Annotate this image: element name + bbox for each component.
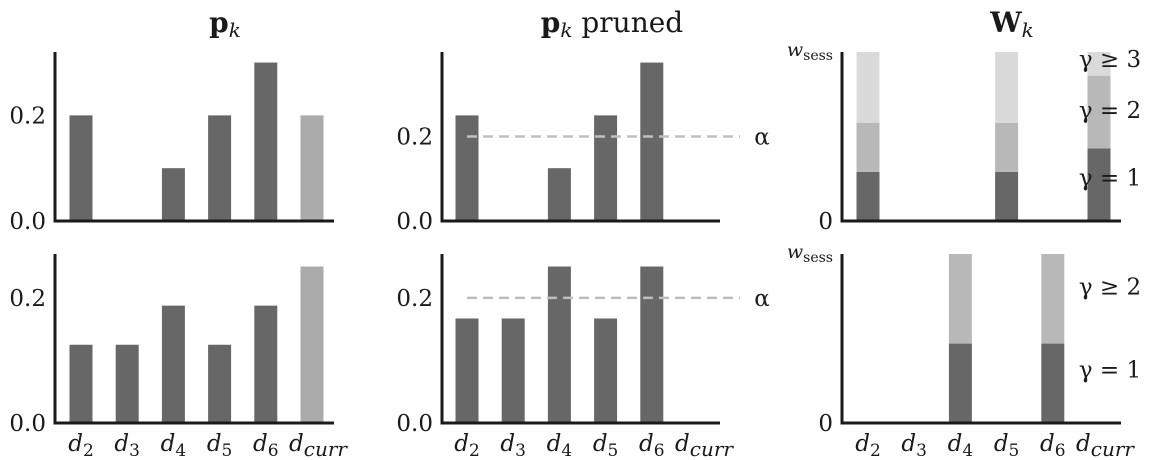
panel-2: pk pruned α 0.0 0.2 [396,6,769,235]
bar [501,318,525,423]
y-tick-label: 0.2 [396,125,433,151]
x-tick-label: d2 [855,431,881,460]
legend-label: γ = 1 [1079,357,1141,383]
legend-label: γ = 2 [1079,98,1141,124]
x-tick-label: dcurr [289,431,348,460]
bar [69,115,93,221]
bar [208,344,232,423]
bar-segment [995,52,1019,123]
bar [115,344,139,423]
bar-segment [1087,52,1111,76]
x-tick-label: d3 [500,431,526,460]
panel-title: pk pruned [541,6,684,42]
bar [254,62,278,221]
x-tick-label: d4 [948,431,974,460]
bar [300,115,324,221]
bar-segment [1087,75,1111,149]
bar-segment [1041,343,1065,423]
y-tick-label: 0 [818,411,833,437]
y-tick-label: 0.2 [396,286,433,312]
x-tick-label: d5 [593,431,619,460]
bar-segment [995,171,1019,221]
bar-segment [948,343,972,423]
bar [161,305,185,423]
bar-segment [856,171,880,221]
y-tick-label: 0.2 [9,103,46,129]
bar-segment [1041,254,1065,344]
bar-segment [856,122,880,172]
panel-6: γ ≥ 2 γ = 1 0 wsess d2 d3 d4 d5 d6 dcurr [787,241,1141,460]
y-tick-label: 0.0 [9,411,46,437]
x-tick-label: dcurr [675,431,734,460]
bar [594,115,618,221]
bar [208,115,232,221]
bar-segment [948,254,972,344]
x-tick-label: d4 [161,431,187,460]
bar [455,318,479,423]
legend-label: γ ≥ 3 [1079,47,1141,73]
panel-title: pk [209,6,241,42]
y-tick-label: wsess [787,39,833,64]
panel-1: pk 0.0 0.2 [9,6,334,235]
x-tick-label: d5 [207,431,233,460]
x-tick-label: dcurr [1076,431,1135,460]
y-tick-label: 0.0 [9,209,46,235]
bar [161,168,185,221]
legend-label: γ = 1 [1079,166,1141,192]
y-tick-label: 0.0 [396,411,433,437]
bar [254,305,278,423]
bar [69,344,93,423]
x-tick-label: d2 [68,431,94,460]
y-tick-label: wsess [787,241,833,266]
bar [640,62,664,221]
x-tick-label: d3 [901,431,927,460]
threshold-label: α [754,125,770,151]
panel-3: Wk γ ≥ 3 γ = 2 γ = 1 0 wsess [787,6,1141,235]
bar-segment [1087,148,1111,221]
x-tick-label: d5 [994,431,1020,460]
y-tick-label: 0.2 [9,286,46,312]
x-tick-label: d4 [547,431,573,460]
panel-4: 0.0 0.2 d2 d3 d4 d5 d6 dcurr [9,254,348,460]
x-tick-label: d6 [253,431,279,460]
legend-label: γ ≥ 2 [1079,275,1141,301]
bar-segment [856,52,880,123]
bar [547,266,571,423]
y-tick-label: 0 [818,209,833,235]
threshold-label: α [754,286,770,312]
bar [547,168,571,221]
bar [640,266,664,423]
panel-5: α 0.0 0.2 d2 d3 d4 d5 d6 dcurr [396,254,770,460]
bar [455,115,479,221]
x-tick-label: d2 [454,431,480,460]
bar-segment [995,122,1019,172]
x-tick-label: d3 [114,431,140,460]
bar [300,266,324,423]
panel-title: Wk [989,6,1034,42]
bar [594,318,618,423]
y-tick-label: 0.0 [396,209,433,235]
x-tick-label: d6 [639,431,665,460]
x-tick-label: d6 [1040,431,1066,460]
